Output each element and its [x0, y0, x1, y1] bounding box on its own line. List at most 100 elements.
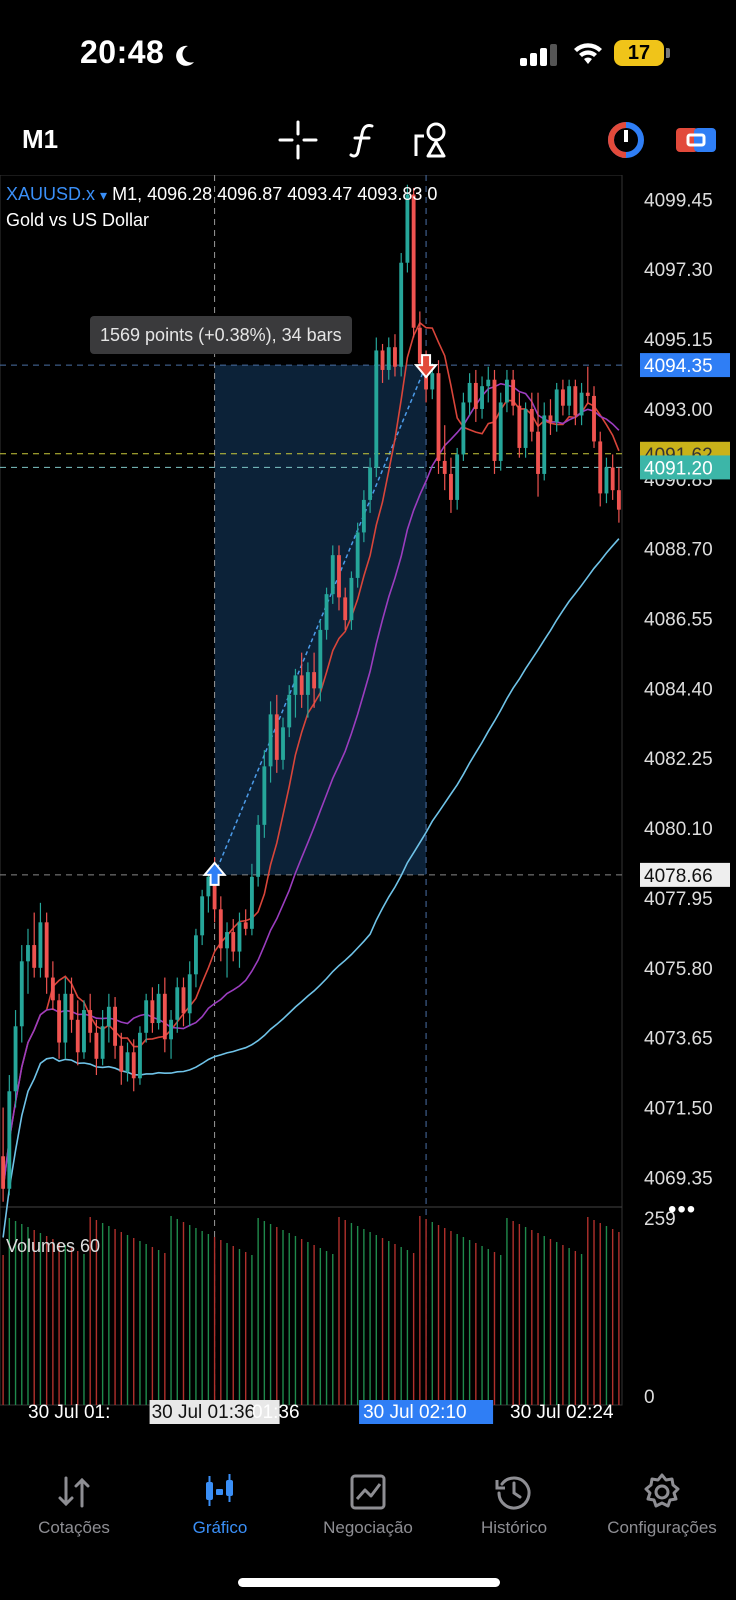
candle-body: [511, 379, 516, 406]
candle: [343, 587, 348, 630]
nav-quotes[interactable]: Cotações: [0, 1472, 148, 1538]
candle-body: [592, 395, 596, 442]
price-label-box-0: [640, 353, 730, 378]
candle: [567, 379, 572, 416]
candle: [57, 993, 62, 1059]
candle: [536, 392, 540, 497]
cellular-signal-icon: [520, 44, 557, 66]
nav-history[interactable]: Histórico: [440, 1472, 588, 1538]
y-tick-label: 4084.40: [644, 679, 713, 700]
status-time: 20:48: [80, 34, 165, 70]
candle-body: [337, 555, 341, 598]
symbol-description: Gold vs US Dollar: [6, 210, 150, 230]
candle: [88, 993, 93, 1043]
candle-body: [169, 1019, 173, 1040]
windows-icon[interactable]: [674, 118, 718, 162]
candle-body: [206, 876, 211, 897]
candle: [19, 945, 24, 1043]
candle-body: [287, 694, 292, 728]
crosshair-icon[interactable]: [276, 118, 320, 162]
candle-body: [312, 672, 317, 689]
chart-info-line: XAUUSD.x ▾ M1, 4096.28 4096.87 4093.47 4…: [6, 184, 437, 205]
candle: [249, 863, 254, 936]
candle: [281, 717, 285, 770]
candle: [162, 977, 167, 1053]
candle-body: [237, 922, 242, 952]
candle: [455, 447, 460, 510]
candle-body: [94, 1032, 99, 1059]
price-label-box-2: [640, 455, 730, 480]
candle-body: [88, 1010, 93, 1033]
candle-body: [100, 1026, 105, 1059]
candle: [50, 961, 55, 1011]
price-label-2: 4091.20: [644, 458, 713, 479]
candle-body: [299, 675, 304, 695]
candle-body: [212, 876, 217, 910]
candle-body: [567, 386, 572, 406]
candle: [318, 620, 323, 702]
x-label-highlight: [149, 1400, 280, 1424]
y-tick-label: 4099.45: [644, 190, 713, 211]
y-tick-label: 4080.10: [644, 819, 713, 840]
nav-label-chart: Gráfico: [192, 1518, 248, 1537]
candle-body: [560, 389, 565, 406]
moving-average-60: [2, 538, 620, 1238]
objects-icon[interactable]: [412, 118, 456, 162]
price-chart[interactable]: 4099.454097.304095.154093.004090.854088.…: [0, 175, 736, 1425]
candle: [293, 668, 298, 718]
candle: [150, 987, 155, 1033]
candle: [256, 815, 261, 887]
nav-settings[interactable]: Configurações: [588, 1472, 736, 1538]
y-tick-label: 4082.25: [644, 749, 713, 770]
candle-body: [50, 977, 55, 1001]
candle-body: [156, 993, 161, 1024]
candle-body: [150, 1000, 155, 1024]
chart-frame: [0, 175, 623, 1406]
candle-body: [324, 594, 329, 630]
candle: [374, 337, 379, 478]
candle-body: [548, 415, 553, 422]
candle-body: [374, 350, 379, 468]
candle-body: [131, 1052, 136, 1079]
candle-body: [436, 373, 441, 461]
candle: [349, 571, 354, 630]
x-tick-label: 01:36: [252, 1402, 300, 1423]
trade-chart-icon: [350, 1474, 386, 1510]
candle-body: [125, 1052, 130, 1072]
nav-label-quotes: Cotações: [38, 1518, 110, 1537]
nav-chart[interactable]: Gráfico: [146, 1472, 294, 1538]
candle: [492, 369, 497, 474]
candle: [386, 337, 391, 380]
candle: [380, 343, 385, 383]
candle-body: [330, 555, 335, 595]
timeframe-button[interactable]: M1: [22, 124, 59, 154]
candle: [305, 662, 310, 718]
candle: [225, 922, 229, 978]
quotes-icon: [58, 1476, 90, 1508]
candle: [7, 1075, 12, 1196]
candle-body: [505, 379, 509, 403]
candle-body: [361, 499, 366, 533]
trade-icon[interactable]: [604, 118, 648, 162]
candle-body: [106, 1006, 111, 1027]
candle: [505, 369, 509, 413]
symbol-dropdown-icon[interactable]: ▾: [100, 187, 108, 203]
candle-body: [579, 392, 584, 416]
more-options-icon[interactable]: •••: [668, 1196, 697, 1223]
candle-body: [144, 1000, 149, 1033]
symbol-name[interactable]: XAUUSD.x: [6, 184, 96, 204]
ohlc-details: M1, 4096.28 4096.87 4093.47 4093.83 0: [112, 184, 438, 204]
candle-body: [523, 408, 528, 448]
candle: [498, 392, 503, 471]
candle-body: [187, 974, 192, 1014]
candle-body: [461, 402, 466, 455]
candle: [106, 993, 111, 1043]
candle: [368, 457, 373, 513]
candle-body: [554, 389, 559, 422]
nav-trade[interactable]: Negociação: [294, 1472, 442, 1538]
candle-body: [256, 824, 261, 877]
wifi-icon: [574, 43, 602, 64]
function-icon[interactable]: [342, 118, 386, 162]
candle: [616, 467, 621, 523]
candle-body: [7, 1091, 12, 1189]
